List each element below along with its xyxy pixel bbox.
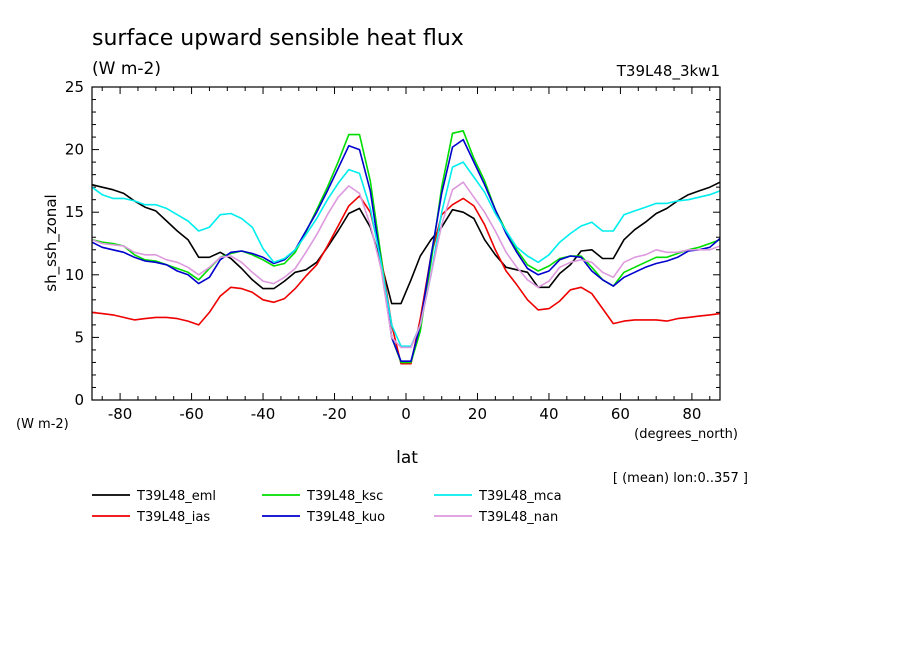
legend-label: T39L48_nan (478, 510, 558, 525)
y-tick-label: 10 (65, 266, 84, 284)
x-axis-label: lat (396, 448, 418, 468)
legend-label: T39L48_eml (136, 489, 216, 504)
y-tick-label: 5 (74, 328, 84, 346)
y-tick-label: 20 (65, 141, 84, 159)
series-line-T39L48_mca (91, 161, 721, 348)
chart-units: (W m-2) (92, 59, 161, 79)
series-lines (91, 130, 721, 365)
legend-label: T39L48_ksc (306, 489, 383, 504)
run-label: T39L48_3kw1 (616, 62, 720, 81)
chart-title: surface upward sensible heat flux (92, 26, 464, 51)
x-tick-label: 60 (611, 405, 630, 423)
footnote: [ (mean) lon:0..357 ] (613, 471, 748, 486)
x-tick-label: -60 (179, 405, 204, 423)
series-line-T39L48_ksc (91, 130, 721, 364)
legend-label: T39L48_ias (136, 510, 210, 525)
legend: T39L48_eml T39L48_ias T39L48_ksc T39L48_kuo… (92, 489, 562, 525)
x-tick-label: -20 (322, 405, 347, 423)
legend-label: T39L48_mca (478, 489, 562, 504)
x-tick-label: 40 (539, 405, 558, 423)
series-line-T39L48_ias (91, 195, 721, 365)
series-line-T39L48_nan (91, 181, 721, 349)
x-axis-units: (degrees_north) (634, 427, 738, 442)
x-tick-label: 80 (682, 405, 701, 423)
x-tick-label: -40 (251, 405, 276, 423)
y-tick-label: 15 (65, 203, 84, 221)
x-tick-label: -80 (108, 405, 133, 423)
y-tick-label: 25 (65, 78, 84, 96)
y-axis-label: sh_ssh_zonal (42, 194, 61, 291)
y-tick-label: 0 (74, 391, 84, 409)
plot-frame (91, 86, 721, 401)
y-axis-units: (W m-2) (16, 417, 69, 432)
x-tick-label: 0 (401, 405, 411, 423)
series-line-T39L48_kuo (91, 138, 721, 363)
series-line-T39L48_eml (91, 181, 721, 305)
axis-ticks: 0 5 10 15 20 25 -80 -60 -40 -20 0 20 40 60 80 (65, 78, 720, 423)
legend-label: T39L48_kuo (306, 510, 385, 525)
x-tick-label: 20 (468, 405, 487, 423)
